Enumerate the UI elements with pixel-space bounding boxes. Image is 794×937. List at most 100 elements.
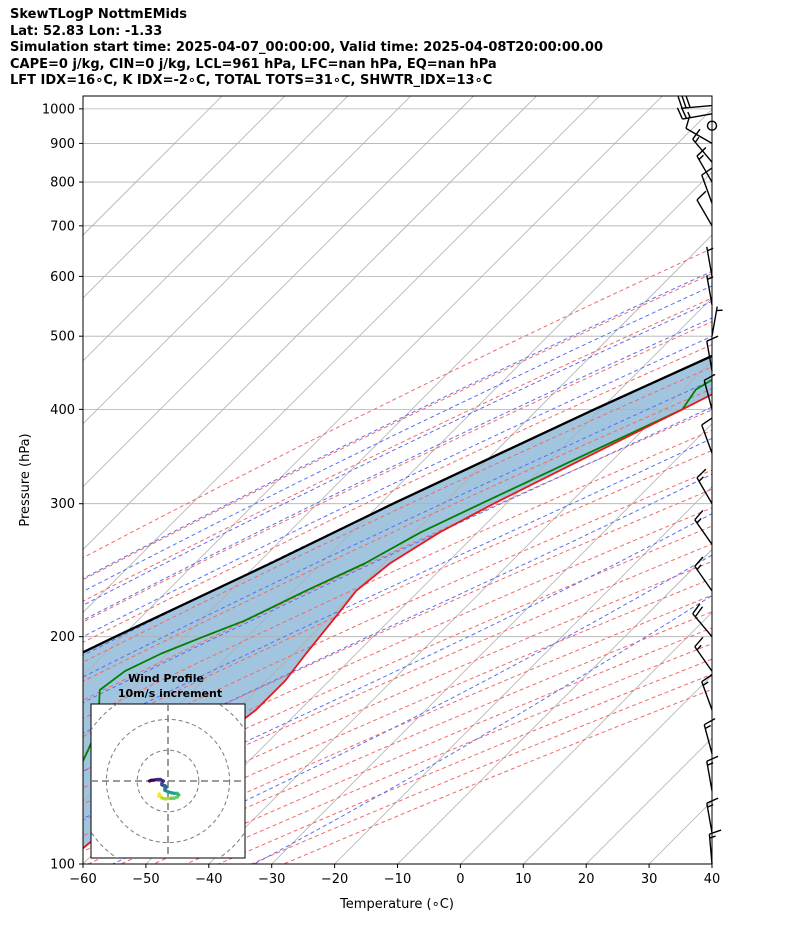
plot-area <box>83 96 712 864</box>
y-tick-label: 800 <box>50 176 75 191</box>
barb-staff <box>706 341 713 371</box>
y-tick-label: 700 <box>50 219 75 234</box>
x-tick-label: −40 <box>195 872 222 887</box>
axes: −60 −50 −40 −30 −20 −10 0 10 20 30 40 100 200 300 400 5… <box>42 102 720 887</box>
wind-barb <box>706 246 714 277</box>
barb-flag <box>685 116 691 129</box>
dry-adiabat-line <box>83 297 712 602</box>
barb-staff <box>694 519 713 545</box>
wind-barb <box>701 674 713 711</box>
barb-flag <box>706 755 719 762</box>
hodograph-subtitle: 10m/s increment <box>118 687 222 700</box>
barb-staff <box>703 724 713 754</box>
wind-barbs <box>676 95 723 865</box>
barb-flag <box>694 606 704 618</box>
barb-half-flag <box>707 276 714 280</box>
wind-barb <box>694 510 713 545</box>
barb-staff <box>694 646 713 672</box>
isotherm-line <box>83 108 712 739</box>
hodograph-segment <box>147 778 153 783</box>
isotherm-line <box>397 548 712 864</box>
barb-flag <box>677 96 683 109</box>
barb-flag <box>694 556 704 567</box>
isotherm-line <box>711 863 712 864</box>
dry-adiabat-line <box>83 273 712 581</box>
y-tick-label: 100 <box>50 858 75 873</box>
isotherm-line <box>585 737 712 864</box>
y-tick-label: 200 <box>50 630 75 645</box>
barb-flag <box>692 603 701 615</box>
barb-flag <box>701 674 713 683</box>
barb-flag <box>692 128 701 140</box>
barb-half-flag <box>696 564 702 571</box>
barb-half-flag <box>709 835 716 839</box>
wind-barb <box>701 167 713 204</box>
barb-staff <box>701 424 713 454</box>
dry-adiabat-line <box>83 247 712 559</box>
barb-flag <box>703 718 716 726</box>
wind-barb <box>703 718 716 754</box>
wind-barb <box>701 417 713 454</box>
x-axis-label: Temperature (∘C) <box>339 897 454 912</box>
wind-barb <box>708 829 722 865</box>
barb-flag <box>703 373 716 381</box>
isotherm-line <box>460 611 712 864</box>
dry-adiabat-line <box>83 366 712 663</box>
isotherm-line <box>83 96 223 236</box>
wind-barb <box>706 755 719 791</box>
dry-adiabat-line <box>83 543 712 821</box>
barb-flag <box>706 797 719 804</box>
y-axis-label: Pressure (hPa) <box>18 433 33 526</box>
barb-staff <box>692 613 713 638</box>
wind-barb <box>711 306 723 337</box>
barb-flag <box>696 146 707 157</box>
barb-staff <box>694 565 713 592</box>
isotherm-line <box>83 96 286 299</box>
barb-flag <box>680 106 688 119</box>
barb-half-flag <box>707 247 714 252</box>
wind-barb <box>694 636 713 672</box>
x-tick-label: 40 <box>704 872 721 887</box>
barb-staff <box>701 681 713 711</box>
wind-barb <box>706 275 714 306</box>
cape-line: CAPE=0 j/kg, CIN=0 j/kg, LCL=961 hPa, LF… <box>10 56 497 72</box>
x-tick-label: 30 <box>641 872 658 887</box>
wind-barb <box>677 95 713 109</box>
wind-barb <box>692 603 713 638</box>
barb-half-flag <box>707 762 714 766</box>
barb-staff <box>685 127 713 145</box>
barb-staff <box>701 174 713 204</box>
hodograph-title: Wind Profile <box>128 672 204 685</box>
barb-staff <box>708 834 713 865</box>
barb-staff <box>696 477 713 505</box>
isotherm-line <box>208 360 712 864</box>
isotherm-line <box>83 96 474 488</box>
barb-flag <box>696 468 707 479</box>
y-tick-label: 1000 <box>42 102 75 117</box>
hodograph-inset: Wind Profile 10m/s increment <box>90 672 246 859</box>
barb-flag <box>685 95 691 108</box>
isotherm-line <box>83 96 537 551</box>
barb-flag <box>694 510 704 521</box>
barb-flag <box>694 636 704 648</box>
moist-adiabat-line <box>83 300 712 606</box>
wind-barb <box>676 106 713 120</box>
isotherm-line <box>83 96 600 613</box>
y-tick-label: 400 <box>50 403 75 418</box>
barb-half-flag <box>696 517 702 524</box>
x-tick-label: −50 <box>132 872 159 887</box>
wind-barb <box>703 373 716 410</box>
isotherm-line <box>271 423 712 864</box>
barb-flag <box>701 167 713 176</box>
y-tick-label: 600 <box>50 270 75 285</box>
isotherm-line <box>83 96 411 425</box>
barb-staff <box>696 155 713 183</box>
wind-barb <box>694 556 713 592</box>
barb-half-flag <box>704 724 712 730</box>
chart-header: SkewTLogP NottmEMids Lat: 52.83 Lon: -1.… <box>10 7 603 90</box>
x-tick-label: 10 <box>515 872 532 887</box>
parcel-profile-line <box>83 354 712 654</box>
wind-barb <box>696 146 713 183</box>
moist-adiabat-line <box>83 317 712 621</box>
